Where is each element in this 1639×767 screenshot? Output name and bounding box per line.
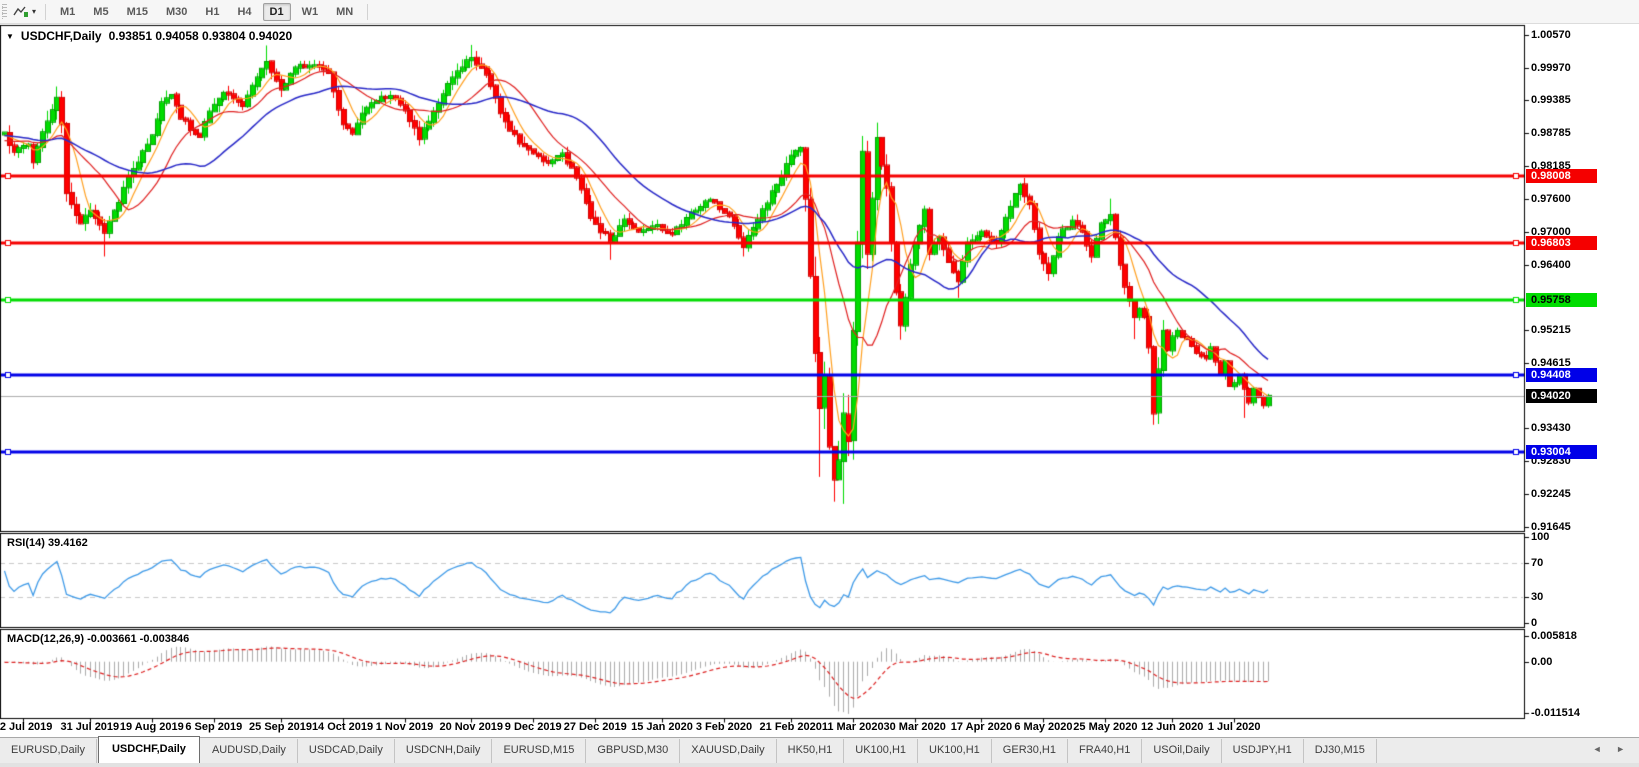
rsi-scale-label: 30 <box>1531 591 1544 604</box>
tab-gbpusd-m30[interactable]: GBPUSD,M30 <box>586 739 681 763</box>
timeframe-button-m15[interactable]: M15 <box>126 5 148 18</box>
rsi-scale-label: 70 <box>1531 556 1544 569</box>
x-axis-tick-label: 1 Nov 2019 <box>375 721 434 733</box>
tab-dj30-m15[interactable]: DJ30,M15 <box>1304 739 1377 763</box>
y-axis-tick-label: 0.94615 <box>1531 357 1571 370</box>
x-axis-tick-label: 6 May 2020 <box>1014 721 1073 733</box>
hline-price-label: 0.96803 <box>1526 235 1597 250</box>
collapse-chart-icon[interactable]: ▼ <box>6 31 14 41</box>
tab-usdjpy-h1[interactable]: USDJPY,H1 <box>1222 739 1304 763</box>
chart-symbol-period: USDCHF,Daily <box>20 29 102 43</box>
x-axis-tick-label: 14 Oct 2019 <box>311 721 374 733</box>
y-axis-tick-label: 0.99385 <box>1531 94 1571 107</box>
timeframe-buttons: M1 M5 M15 M30 H1 H4 D1 W1 MN <box>51 2 362 21</box>
tab-scroll-arrows: ◄ ► <box>1593 744 1631 754</box>
timeframe-button-m1[interactable]: M1 <box>60 5 76 18</box>
hline-price-label: 0.98008 <box>1526 169 1597 184</box>
x-axis-tick-label: 12 Jun 2020 <box>1140 721 1204 733</box>
symbol-tab-bar: EURUSD,Daily USDCHF,Daily AUDUSD,Daily USDC… <box>0 736 1639 763</box>
y-axis-tick-label: 0.97000 <box>1531 225 1571 238</box>
timeframe-button-mn[interactable]: MN <box>336 5 354 18</box>
y-axis-tick-label: 0.99970 <box>1531 62 1571 75</box>
x-axis-tick-label: 1 Jul 2020 <box>1207 721 1261 733</box>
macd-scale-label: 0.00 <box>1531 655 1553 668</box>
x-axis-tick-label: 19 Aug 2019 <box>119 721 184 733</box>
x-axis-tick-label: 3 Feb 2020 <box>695 721 753 733</box>
x-axis-tick-label: 27 Dec 2019 <box>563 721 627 733</box>
macd-scale-label: 0.005818 <box>1531 629 1577 642</box>
current-price-label: 0.94020 <box>1526 388 1597 403</box>
hline-price-label: 0.94408 <box>1526 367 1597 382</box>
tab-usoil-daily[interactable]: USOil,Daily <box>1142 739 1222 763</box>
timeframe-button-h1[interactable]: H1 <box>205 5 220 18</box>
timeframe-button-w1[interactable]: W1 <box>301 5 319 18</box>
timeframe-toolbar: ▾ M1 M5 M15 M30 H1 H4 D1 W1 MN <box>0 0 1639 24</box>
x-axis-tick-label: 12 Jul 2019 <box>0 721 53 733</box>
x-axis-tick-label: 6 Sep 2019 <box>185 721 243 733</box>
tab-fra40-h1[interactable]: FRA40,H1 <box>1068 739 1143 763</box>
x-axis-tick-label: 30 Mar 2020 <box>883 721 946 733</box>
timeframe-button-m5[interactable]: M5 <box>93 5 109 18</box>
toolbar-separator <box>367 3 369 20</box>
hline-price-label: 0.93004 <box>1526 444 1597 459</box>
tab-uk100-h1[interactable]: UK100,H1 <box>844 739 919 763</box>
x-axis-tick-label: 25 May 2020 <box>1073 721 1138 733</box>
x-axis-tick-label: 11 Mar 2020 <box>821 721 884 733</box>
y-axis-tick-label: 0.91645 <box>1531 520 1571 533</box>
y-axis-tick-label: 0.96400 <box>1531 258 1571 271</box>
toolbar-separator <box>45 3 47 20</box>
tab-scroll-left-icon[interactable]: ◄ <box>1592 744 1608 754</box>
tab-usdcad-daily[interactable]: USDCAD,Daily <box>298 739 395 763</box>
tab-audusd-daily[interactable]: AUDUSD,Daily <box>201 739 298 763</box>
y-axis-tick-label: 1.00570 <box>1531 29 1571 41</box>
tab-usdcnh-daily[interactable]: USDCNH,Daily <box>395 739 493 763</box>
x-axis-tick-label: 9 Dec 2019 <box>504 721 562 733</box>
y-axis-tick-label: 0.92245 <box>1531 487 1571 500</box>
x-axis-tick-label: 20 Nov 2019 <box>439 721 504 733</box>
rsi-scale-label: 0 <box>1531 617 1538 630</box>
macd-indicator-label: MACD(12,26,9) -0.003661 -0.003846 <box>7 633 190 645</box>
chart-line-tool-icon[interactable] <box>13 5 29 18</box>
timeframe-button-h4[interactable]: H4 <box>237 5 252 18</box>
tab-uk100-h1[interactable]: UK100,H1 <box>918 739 992 763</box>
tab-eurusd-m15[interactable]: EURUSD,M15 <box>492 739 587 763</box>
macd-scale-label: -0.011514 <box>1531 707 1580 720</box>
chart-title: ▼ USDCHF,Daily 0.93851 0.94058 0.93804 0… <box>6 29 292 43</box>
toolbar-grip[interactable] <box>2 4 7 19</box>
timeframe-button-m30[interactable]: M30 <box>165 5 188 18</box>
tab-hk50-h1[interactable]: HK50,H1 <box>777 739 845 763</box>
y-axis-tick-label: 0.97600 <box>1531 192 1571 205</box>
x-axis-tick-label: 31 Jul 2019 <box>60 721 120 733</box>
chevron-down-icon[interactable]: ▾ <box>32 7 37 16</box>
y-axis-tick-label: 0.95215 <box>1531 324 1571 337</box>
window-bottom-strip <box>0 763 1639 767</box>
tab-ger30-h1[interactable]: GER30,H1 <box>992 739 1068 763</box>
tab-xauusd-daily[interactable]: XAUUSD,Daily <box>680 739 777 763</box>
x-axis-tick-label: 21 Feb 2020 <box>759 721 822 733</box>
timeframe-button-d1[interactable]: D1 <box>262 2 291 21</box>
x-axis-tick-label: 17 Apr 2020 <box>950 721 1013 733</box>
chart-ohlc-values: 0.93851 0.94058 0.93804 0.94020 <box>108 29 293 43</box>
x-axis-tick-label: 25 Sep 2019 <box>249 721 313 733</box>
x-axis-tick-label: 15 Jan 2020 <box>631 721 693 733</box>
tab-usdchf-daily[interactable]: USDCHF,Daily <box>97 736 200 763</box>
hline-price-label: 0.95758 <box>1526 293 1597 308</box>
tab-eurusd-daily[interactable]: EURUSD,Daily <box>0 739 97 763</box>
rsi-indicator-label: RSI(14) 39.4162 <box>7 537 88 549</box>
tab-scroll-right-icon[interactable]: ► <box>1616 744 1631 754</box>
y-axis-tick-label: 0.98785 <box>1531 127 1571 140</box>
rsi-scale-label: 100 <box>1531 530 1550 543</box>
y-axis-tick-label: 0.93430 <box>1531 422 1571 435</box>
